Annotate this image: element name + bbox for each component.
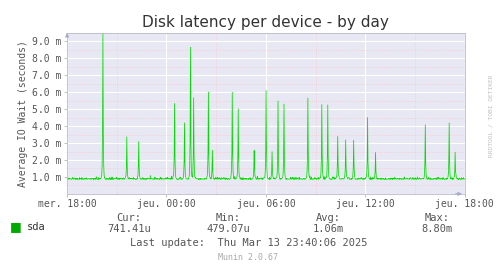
Text: Min:: Min: bbox=[216, 213, 241, 223]
Text: Max:: Max: bbox=[425, 213, 450, 223]
Text: Munin 2.0.67: Munin 2.0.67 bbox=[219, 253, 278, 262]
Title: Disk latency per device - by day: Disk latency per device - by day bbox=[143, 15, 389, 31]
Text: Cur:: Cur: bbox=[117, 213, 142, 223]
Text: sda: sda bbox=[27, 222, 46, 232]
Text: 1.06m: 1.06m bbox=[313, 224, 343, 234]
Y-axis label: Average IO Wait (seconds): Average IO Wait (seconds) bbox=[18, 40, 28, 187]
Text: 479.07u: 479.07u bbox=[207, 224, 250, 234]
Text: Avg:: Avg: bbox=[316, 213, 340, 223]
Text: ■: ■ bbox=[10, 220, 22, 233]
Text: 8.80m: 8.80m bbox=[422, 224, 453, 234]
Text: Last update:  Thu Mar 13 23:40:06 2025: Last update: Thu Mar 13 23:40:06 2025 bbox=[130, 238, 367, 248]
Text: 741.41u: 741.41u bbox=[107, 224, 151, 234]
Text: RRDTOOL / TOBI OETIKER: RRDTOOL / TOBI OETIKER bbox=[488, 74, 493, 157]
